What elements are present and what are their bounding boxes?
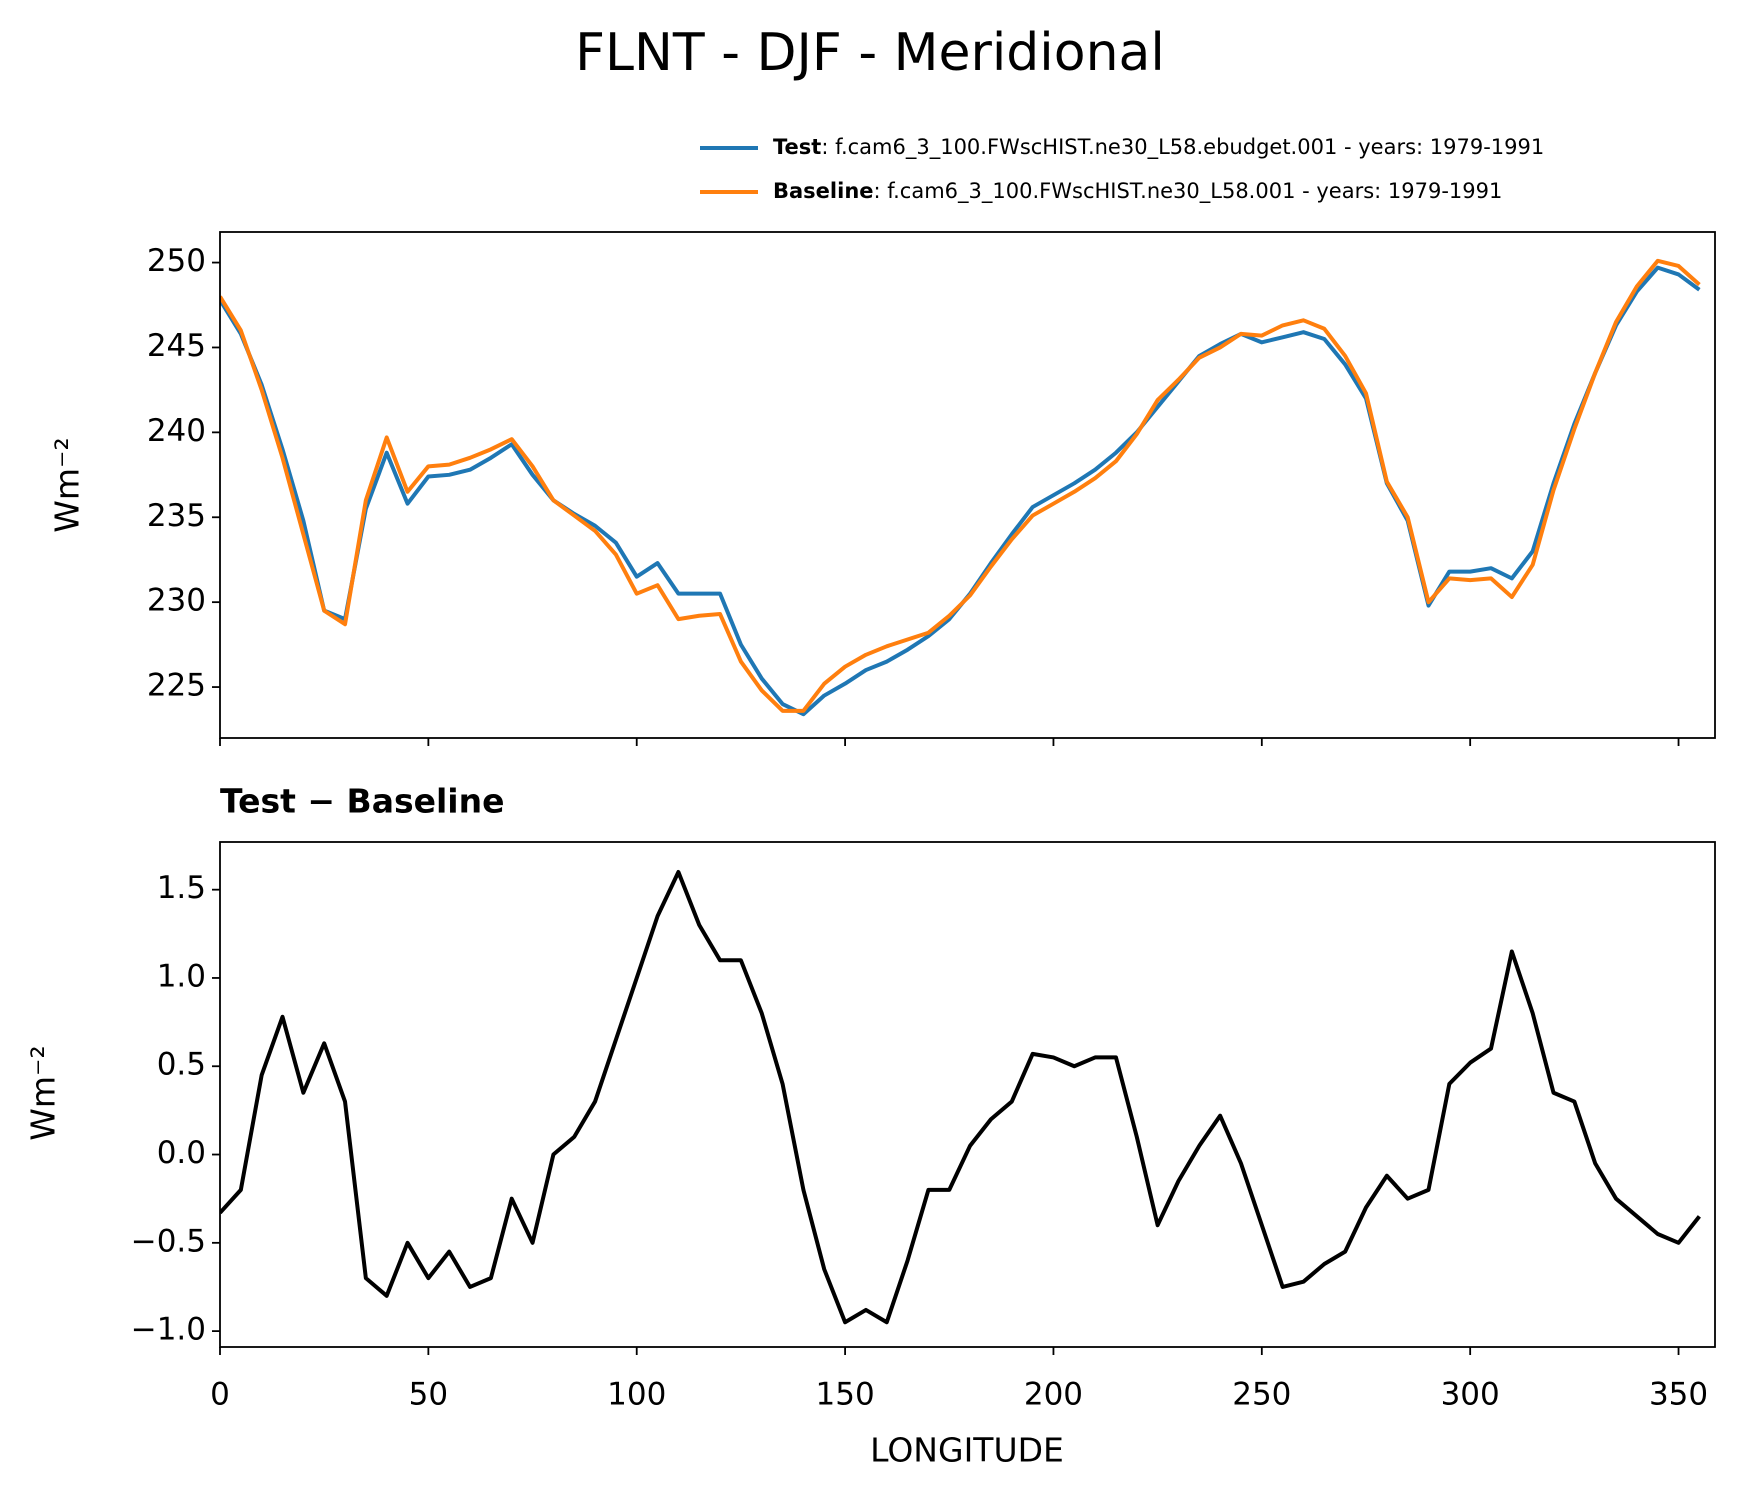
x-tick-label: 50 [409,1377,448,1413]
x-tick-label: 300 [1441,1377,1500,1413]
y-tick-label: 1.5 [157,870,206,906]
y-tick-label: −1.0 [131,1312,206,1348]
axes-frame [219,841,1716,1348]
y-tick-label: 230 [147,583,206,619]
y-tick-label: 235 [147,498,206,534]
figure-title: FLNT - DJF - Meridional [575,23,1165,83]
data-line [220,265,1701,717]
y-tick-label: 1.0 [157,958,206,994]
legend-description: : f.cam6_3_100.FWscHIST.ne30_L58.ebudget… [821,135,1544,160]
x-tick-label: 250 [1232,1377,1291,1413]
legend-name: Test [773,135,821,159]
y-axis-label: Wm⁻² [48,437,87,532]
legend-description: : f.cam6_3_100.FWscHIST.ne30_L58.001 - y… [874,179,1503,204]
legend-name: Baseline [773,179,874,203]
data-line [220,870,1701,1325]
x-tick-label: 150 [816,1377,875,1413]
x-tick-label: 350 [1649,1377,1708,1413]
legend-label: Baseline: f.cam6_3_100.FWscHIST.ne30_L58… [773,179,1502,204]
y-tick-label: 250 [147,243,206,279]
x-tick-label: 100 [607,1377,666,1413]
legend-label: Test: f.cam6_3_100.FWscHIST.ne30_L58.ebu… [773,135,1544,160]
axes-frame [219,231,1716,739]
y-axis-label: Wm⁻² [24,1045,63,1140]
panel-title: Test − Baseline [220,782,505,821]
y-tick-label: 245 [147,328,206,364]
x-tick-label: 200 [1024,1377,1083,1413]
x-axis-label: LONGITUDE [870,1431,1064,1470]
data-line [220,258,1701,713]
y-tick-label: 225 [147,668,206,704]
y-tick-label: 0.0 [157,1135,206,1171]
x-tick-label: 0 [210,1377,230,1413]
y-tick-label: 0.5 [157,1047,206,1083]
y-tick-label: −0.5 [131,1223,206,1259]
y-tick-label: 240 [147,413,206,449]
